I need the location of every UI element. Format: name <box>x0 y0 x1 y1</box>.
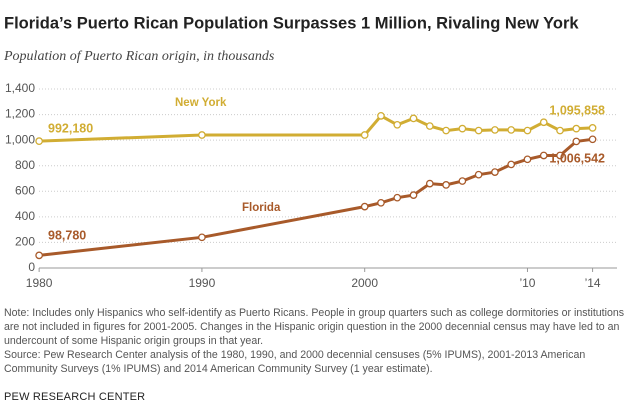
chart-subtitle: Population of Puerto Rican origin, in th… <box>3 49 275 64</box>
note: Note: Includes only Hispanics who self-i… <box>4 307 625 347</box>
x-tick-label: 2000 <box>351 276 378 290</box>
point <box>588 135 597 144</box>
point <box>572 124 581 133</box>
point <box>198 233 206 242</box>
point <box>474 126 483 135</box>
y-tick-label: 800 <box>15 158 35 172</box>
y-tick-label: 400 <box>15 209 35 223</box>
y-tick-label: 1,200 <box>5 107 35 121</box>
point <box>425 179 434 188</box>
point <box>377 198 385 207</box>
point <box>35 137 43 145</box>
source: Source: Pew Research Center analysis of … <box>4 349 586 375</box>
point <box>393 120 402 129</box>
point <box>523 126 532 135</box>
point <box>393 193 402 202</box>
x-tick-label: ’10 <box>519 276 535 290</box>
point <box>360 202 369 211</box>
point <box>556 126 564 135</box>
y-tick-label: 200 <box>15 235 35 249</box>
point <box>442 181 450 189</box>
x-tick-label: ’14 <box>585 276 601 290</box>
point <box>458 124 467 133</box>
point <box>35 251 43 260</box>
point <box>474 170 483 179</box>
point <box>572 137 581 146</box>
value-label: 1,006,542 <box>549 151 605 165</box>
point <box>523 155 532 164</box>
y-tick-label: 0 <box>28 260 35 274</box>
point <box>360 131 369 139</box>
value-label: 992,180 <box>48 121 93 135</box>
series-label: Florida <box>242 202 281 214</box>
point <box>556 151 564 160</box>
point <box>539 151 548 160</box>
y-tick-label: 1,000 <box>5 132 35 146</box>
point <box>425 122 434 130</box>
value-label: 98,780 <box>48 228 86 242</box>
footer: PEW RESEARCH CENTER <box>4 391 146 403</box>
point <box>377 112 385 120</box>
point <box>539 118 548 127</box>
chart: Florida’s Puerto Rican Population Surpas… <box>3 14 617 290</box>
x-tick-label: 1980 <box>26 276 53 290</box>
point <box>442 126 450 135</box>
point <box>458 177 467 185</box>
series-label: New York <box>175 97 227 109</box>
point <box>409 191 418 199</box>
point <box>588 124 597 132</box>
point <box>507 126 516 134</box>
chart-title: Florida’s Puerto Rican Population Surpas… <box>4 14 579 32</box>
point <box>507 160 516 169</box>
value-label: 1,095,858 <box>549 103 605 117</box>
series-line <box>38 137 593 257</box>
point <box>491 168 499 176</box>
x-tick-label: 1990 <box>189 276 216 290</box>
point <box>198 131 206 139</box>
y-tick-label: 600 <box>15 183 35 197</box>
point <box>409 114 418 123</box>
point <box>491 126 499 134</box>
y-tick-label: 1,400 <box>5 81 35 95</box>
